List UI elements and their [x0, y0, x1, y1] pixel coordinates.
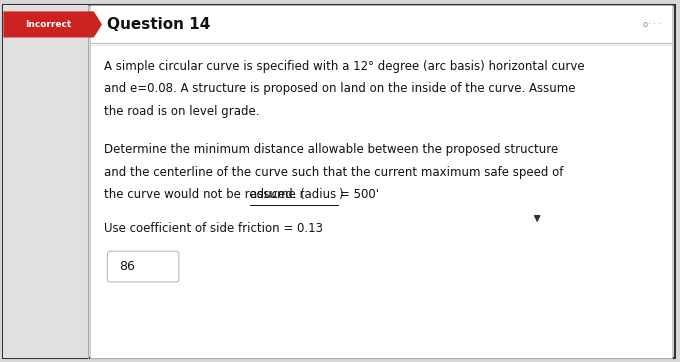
Text: assume radius = 500': assume radius = 500': [250, 188, 379, 201]
Text: 86: 86: [119, 260, 135, 273]
Text: and the centerline of the curve such that the current maximum safe speed of: and the centerline of the curve such tha…: [104, 166, 564, 179]
FancyBboxPatch shape: [3, 5, 675, 358]
Text: Incorrect: Incorrect: [25, 20, 72, 29]
FancyBboxPatch shape: [90, 5, 672, 358]
FancyBboxPatch shape: [3, 5, 88, 358]
FancyBboxPatch shape: [107, 251, 179, 282]
Polygon shape: [3, 12, 102, 38]
Text: A simple circular curve is specified with a 12° degree (arc basis) horizontal cu: A simple circular curve is specified wit…: [104, 60, 585, 73]
Text: the road is on level grade.: the road is on level grade.: [104, 105, 260, 118]
Text: and e=0.08. A structure is proposed on land on the inside of the curve. Assume: and e=0.08. A structure is proposed on l…: [104, 82, 575, 95]
Text: Use coefficient of side friction = 0.13: Use coefficient of side friction = 0.13: [104, 222, 323, 235]
Text: ): ): [338, 188, 343, 201]
Text: Determine the minimum distance allowable between the proposed structure: Determine the minimum distance allowable…: [104, 143, 558, 156]
Text: Question 14: Question 14: [107, 17, 211, 32]
Text: o· · ·: o· · ·: [643, 20, 661, 29]
Text: the curve would not be reduced. (: the curve would not be reduced. (: [104, 188, 305, 201]
